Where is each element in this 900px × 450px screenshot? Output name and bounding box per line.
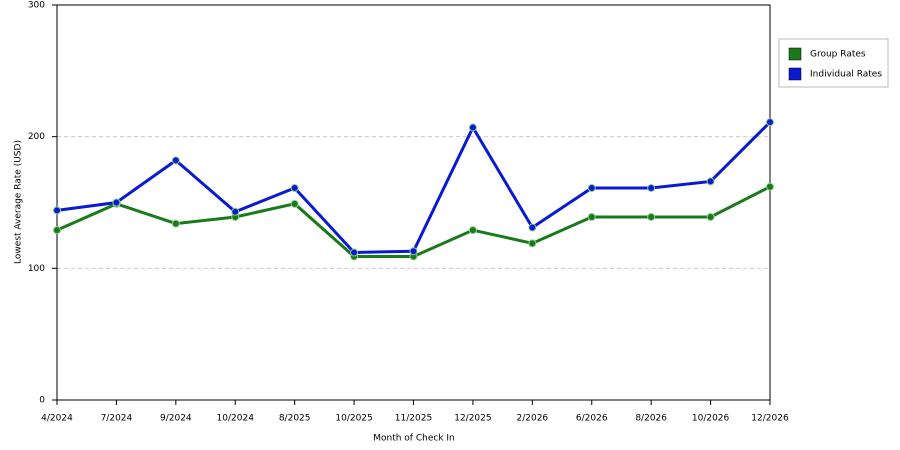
legend-swatch — [788, 47, 802, 61]
data-point — [587, 184, 596, 193]
data-point — [706, 177, 715, 186]
data-point — [53, 226, 61, 235]
x-tick-label: 8/2025 — [279, 414, 311, 424]
x-tick-label: 10/2024 — [217, 414, 255, 424]
data-point — [409, 247, 418, 256]
data-point — [350, 248, 359, 257]
y-tick-label: 200 — [28, 132, 45, 142]
data-point — [528, 239, 537, 248]
series-line — [56, 121, 772, 255]
x-tick-label: 6/2026 — [576, 414, 608, 424]
data-point — [468, 226, 477, 235]
x-tick-label: 7/2024 — [101, 414, 133, 424]
legend-swatch — [788, 67, 802, 81]
x-tick-label: 8/2026 — [635, 414, 667, 424]
x-tick-label: 11/2025 — [395, 414, 432, 424]
x-tick-label: 12/2026 — [751, 414, 789, 424]
series-line — [56, 185, 771, 258]
data-point — [112, 198, 121, 207]
y-tick-label: 300 — [28, 1, 45, 11]
y-tick-label: 100 — [28, 264, 45, 274]
data-point — [53, 206, 61, 215]
legend-label: Individual Rates — [810, 70, 882, 80]
data-point — [171, 219, 180, 228]
x-tick-label: 2/2026 — [516, 414, 548, 424]
data-point — [231, 207, 240, 216]
x-tick-label: 12/2025 — [454, 414, 491, 424]
x-axis-label: Month of Check In — [373, 434, 455, 444]
data-point — [647, 184, 656, 193]
data-point — [766, 118, 774, 127]
data-point — [587, 212, 596, 221]
data-point — [766, 182, 774, 191]
y-tick-label: 0 — [39, 396, 45, 406]
data-point — [528, 223, 537, 232]
plot-frame — [56, 4, 771, 401]
data-point — [171, 156, 180, 165]
data-point — [647, 212, 656, 221]
data-point — [468, 123, 477, 132]
legend-label: Group Rates — [810, 50, 866, 60]
x-tick-label: 10/2025 — [335, 414, 372, 424]
y-axis-label: Lowest Average Rate (USD) — [14, 140, 24, 264]
data-point — [290, 184, 299, 193]
x-tick-label: 10/2026 — [692, 414, 730, 424]
x-tick-label: 4/2024 — [41, 414, 73, 424]
x-tick-label: 9/2024 — [160, 414, 192, 424]
data-point — [290, 199, 299, 208]
data-point — [706, 212, 715, 221]
